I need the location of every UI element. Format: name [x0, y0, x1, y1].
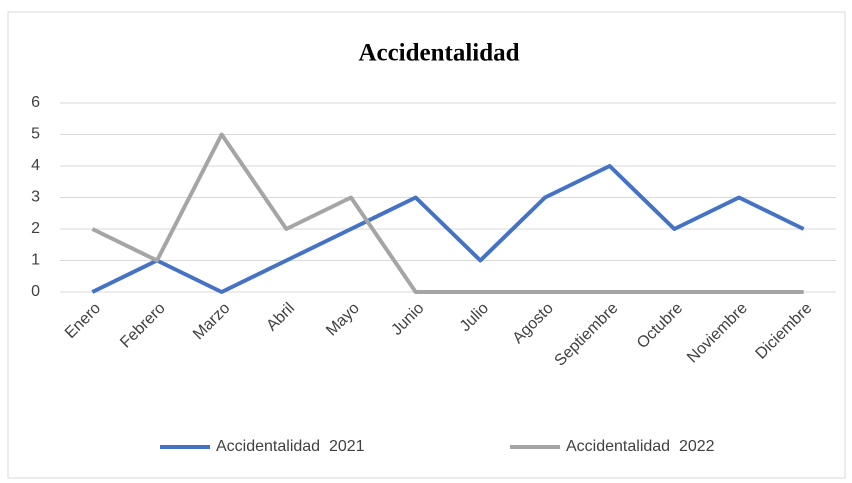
legend-label: Accidentalidad 2021	[216, 438, 365, 455]
series-line	[91, 132, 804, 294]
chart-border	[7, 11, 846, 479]
y-tick-label: 1	[31, 252, 40, 269]
chart-title: Accidentalidad	[358, 40, 519, 67]
y-tick-label: 3	[31, 189, 40, 206]
y-tick-label: 0	[31, 283, 40, 300]
y-tick-label: 2	[31, 220, 40, 237]
y-tick-label: 6	[31, 94, 40, 111]
legend-label: Accidentalidad 2022	[566, 438, 715, 455]
y-tick-label: 5	[31, 126, 40, 143]
y-tick-label: 4	[31, 157, 40, 174]
series-line	[91, 164, 805, 294]
